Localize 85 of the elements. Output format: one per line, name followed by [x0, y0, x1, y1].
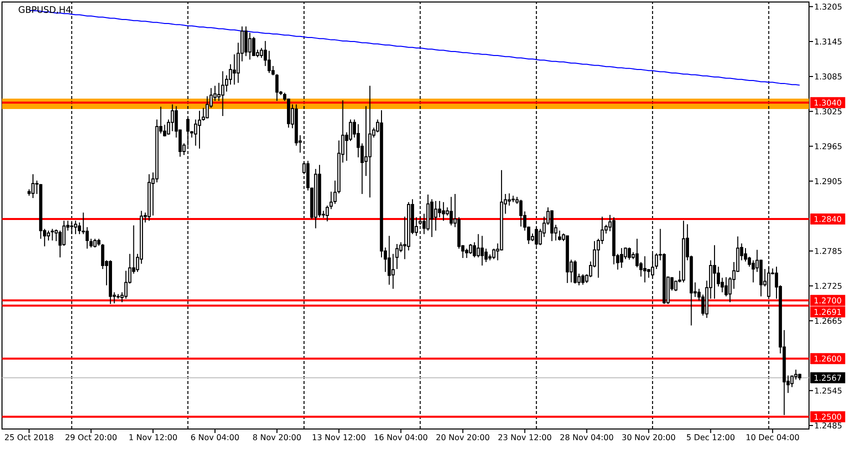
candlestick: [392, 253, 395, 290]
candlestick: [643, 256, 646, 283]
x-tick-label: 25 Oct 2018: [4, 434, 54, 440]
candlestick: [647, 269, 650, 278]
candlestick: [232, 54, 236, 86]
candlestick: [163, 124, 166, 136]
candlestick: [759, 260, 763, 297]
ref-line-label: 1.2691: [814, 308, 841, 315]
ref-line-label: 1.2600: [814, 356, 842, 362]
candlestick: [314, 168, 318, 229]
x-tick-label: 5 Dec 12:00: [686, 434, 734, 440]
candlestick: [39, 184, 42, 240]
y-tick-label: 1.2545: [815, 388, 842, 394]
x-tick-label: 16 Nov 04:00: [374, 434, 428, 440]
y-tick-label: 1.2485: [815, 422, 842, 429]
candlestick: [155, 119, 158, 183]
candlestick: [438, 200, 442, 218]
candlestick: [326, 205, 329, 222]
candlestick: [612, 216, 616, 265]
candlestick: [472, 242, 476, 258]
x-tick-label: 1 Nov 12:00: [129, 434, 177, 440]
candlestick: [244, 26, 248, 57]
candlestick: [62, 220, 66, 246]
x-tick-label: 23 Nov 12:00: [498, 434, 552, 440]
y-tick-label: 1.2965: [815, 143, 842, 150]
x-tick-label: 20 Nov 20:00: [436, 434, 490, 440]
candlestick: [508, 192, 511, 206]
candlestick: [712, 244, 716, 300]
candlestick: [228, 64, 232, 86]
y-tick-label: 1.2905: [815, 178, 842, 184]
y-tick-label: 1.3085: [815, 73, 842, 80]
candlestick: [434, 200, 438, 232]
candlestick: [268, 50, 271, 74]
candlestick: [635, 238, 639, 268]
y-tick-label: 1.2665: [815, 318, 842, 324]
x-tick-label: 8 Nov 20:00: [253, 434, 301, 440]
y-tick-label: 1.2725: [815, 282, 842, 289]
x-tick-label: 28 Nov 04:00: [560, 434, 614, 440]
y-tick-label: 1.3025: [815, 108, 842, 114]
candlestick: [484, 248, 488, 263]
candlestick: [78, 222, 82, 235]
candlestick: [450, 196, 453, 226]
candlestick: [148, 174, 151, 222]
candlestick: [716, 266, 720, 287]
candlestick: [442, 202, 446, 222]
y-tick-label: 1.3145: [815, 38, 842, 45]
y-tick-label: 1.2785: [815, 248, 842, 254]
x-tick-label: 29 Oct 20:00: [66, 434, 117, 440]
x-tick-label: 10 Dec 04:00: [746, 434, 799, 440]
candlestick: [364, 106, 368, 176]
ref-line-label: 1.2840: [814, 216, 842, 222]
candlestick: [407, 202, 410, 251]
candlestick: [46, 230, 50, 242]
candlestick: [74, 220, 78, 235]
candlestick: [682, 220, 686, 283]
candlestick: [794, 369, 798, 380]
candlestick: [500, 170, 504, 250]
candlestick: [368, 85, 372, 198]
candlestick: [395, 244, 399, 270]
candlestick: [620, 248, 624, 268]
candlestick: [480, 235, 484, 266]
ref-line-label: 1.2500: [814, 414, 842, 420]
ref-line-label: 1.3040: [814, 100, 842, 106]
candlestick: [724, 276, 728, 297]
candlestick: [790, 376, 794, 388]
ref-line-label: 1.2700: [814, 297, 842, 304]
y-tick-label: 1.3205: [815, 4, 842, 10]
candlestick: [380, 110, 384, 258]
candlestick: [206, 96, 209, 118]
x-tick-label: 13 Nov 12:00: [312, 434, 366, 440]
candlestick: [550, 210, 554, 242]
x-tick-label: 6 Nov 04:00: [191, 434, 239, 440]
ref-line-label: 1.2567: [814, 374, 842, 381]
candlestick: [388, 235, 391, 286]
candlestick: [275, 74, 279, 102]
candlestick: [430, 198, 434, 238]
chart-title: GBPUSD,H4: [18, 6, 71, 14]
candlestick: [194, 119, 198, 146]
candlestick: [31, 174, 35, 199]
x-tick-label: 30 Nov 20:00: [622, 434, 676, 440]
candlestick: [170, 104, 174, 132]
candlestick: [198, 110, 202, 150]
candlestick: [248, 32, 252, 60]
candlestick: [221, 70, 224, 117]
candlestick: [465, 248, 468, 258]
